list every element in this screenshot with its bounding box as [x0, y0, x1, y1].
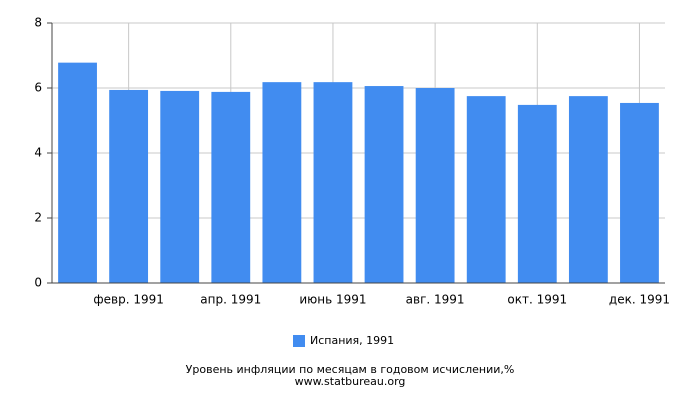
chart-subtitle: www.statbureau.org: [295, 375, 406, 388]
x-tick-label: авг. 1991: [406, 293, 465, 307]
x-tick-label: июнь 1991: [299, 293, 366, 307]
bar: [415, 88, 455, 283]
y-tick-label: 2: [34, 211, 42, 225]
legend-label: Испания, 1991: [310, 334, 394, 347]
x-tick-label: апр. 1991: [200, 293, 261, 307]
bar: [568, 96, 608, 283]
bar: [466, 96, 506, 283]
bar: [58, 62, 97, 284]
y-tick-label: 0: [34, 276, 42, 290]
x-tick-label: февр. 1991: [93, 293, 164, 307]
bar: [517, 104, 557, 284]
bar: [364, 86, 404, 283]
y-tick-label: 8: [34, 16, 42, 30]
bar: [109, 89, 149, 283]
y-tick-label: 6: [34, 81, 42, 95]
x-tick-label: дек. 1991: [609, 293, 670, 307]
legend-swatch: [293, 335, 305, 347]
y-tick-label: 4: [34, 146, 42, 160]
bar: [262, 82, 302, 284]
bar: [211, 91, 251, 284]
chart-title: Уровень инфляции по месяцам в годовом ис…: [186, 363, 515, 376]
bar: [160, 90, 200, 283]
bar: [313, 82, 353, 284]
x-tick-label: окт. 1991: [507, 293, 567, 307]
bar: [620, 102, 659, 283]
